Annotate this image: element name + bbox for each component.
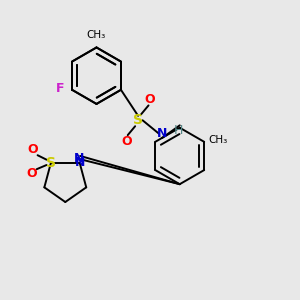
Text: N: N [157, 127, 167, 140]
Text: S: S [46, 156, 56, 170]
Text: N: N [74, 156, 85, 169]
Text: O: O [145, 93, 155, 106]
Text: CH₃: CH₃ [87, 30, 106, 40]
Text: O: O [26, 167, 37, 180]
Text: S: S [133, 113, 143, 127]
Text: O: O [121, 135, 131, 148]
Text: H: H [174, 124, 183, 136]
Text: F: F [56, 82, 64, 95]
Text: CH₃: CH₃ [208, 135, 228, 145]
Text: O: O [28, 143, 38, 156]
Text: N: N [74, 152, 84, 165]
